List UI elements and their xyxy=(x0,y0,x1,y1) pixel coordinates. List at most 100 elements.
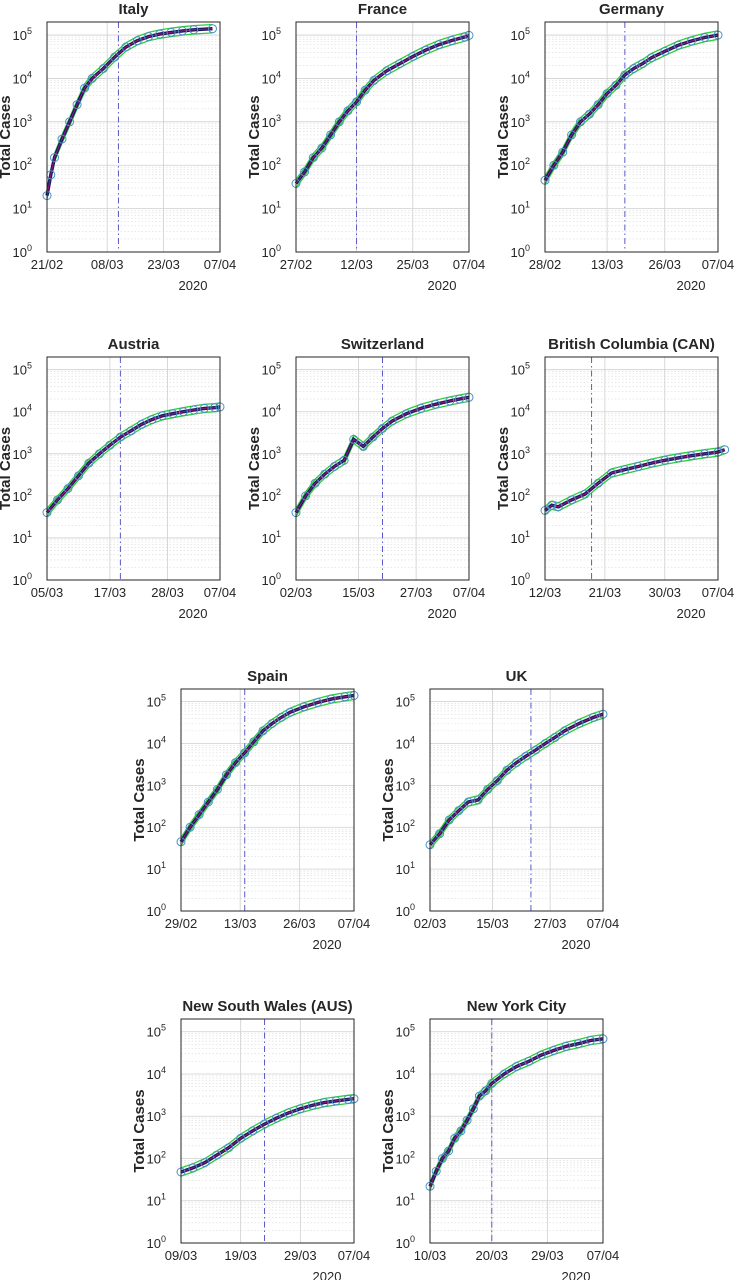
data-point xyxy=(87,73,97,83)
data-point xyxy=(147,415,157,425)
x-tick-label: 07/04 xyxy=(587,916,620,931)
data-point xyxy=(240,748,250,758)
ci-upper-line xyxy=(46,402,221,509)
data-point xyxy=(276,712,286,722)
fit-line xyxy=(428,712,604,846)
data-point xyxy=(260,1119,269,1129)
y-tick-label: 104 xyxy=(511,69,530,86)
data-point xyxy=(126,426,136,436)
x-tick-label: 07/04 xyxy=(453,585,486,600)
y-tick-label: 103 xyxy=(262,113,281,130)
x-tick-label: 07/04 xyxy=(453,257,486,272)
data-point xyxy=(558,147,568,157)
x-tick-label: 07/04 xyxy=(702,585,735,600)
data-point xyxy=(561,1041,571,1051)
x-tick-label: 21/03 xyxy=(589,585,622,600)
y-tick-label: 104 xyxy=(147,734,166,751)
ci-lower-line xyxy=(46,410,221,518)
x-tick-label: 10/03 xyxy=(414,1248,447,1263)
y-tick-label: 103 xyxy=(511,113,530,130)
fit-line xyxy=(428,1037,604,1187)
data-point xyxy=(194,810,204,820)
data-point xyxy=(378,424,387,433)
data-point xyxy=(620,465,630,475)
x-tick-label: 23/03 xyxy=(147,257,180,272)
data-point xyxy=(434,40,444,50)
data-point xyxy=(368,432,378,442)
data-point xyxy=(98,64,108,73)
x-tick-label: 26/03 xyxy=(283,916,316,931)
plot-frame xyxy=(544,21,719,253)
x-tick-label: 02/03 xyxy=(280,585,313,600)
chart-panel-6: 100 101 102 103 104 105 29/02 13/03 26/03 07/04 20… xyxy=(131,668,370,952)
data-point xyxy=(110,52,120,62)
y-tick-label: 101 xyxy=(13,200,32,217)
data-point xyxy=(611,80,621,90)
y-tick-label: 105 xyxy=(262,361,281,378)
data-point xyxy=(343,106,353,116)
data-point xyxy=(132,36,142,46)
data-point xyxy=(492,776,502,786)
y-tick-label: 103 xyxy=(13,113,32,130)
x-tick-label: 25/03 xyxy=(397,257,430,272)
fit-center-line xyxy=(429,713,604,846)
data-point xyxy=(63,484,73,493)
chart-title: France xyxy=(358,1,407,18)
chart-panel-3: 100 101 102 103 104 105 05/03 17/03 28/03 07/04 20… xyxy=(0,336,236,621)
fit-center-line xyxy=(429,1038,604,1187)
data-point xyxy=(445,396,455,406)
data-point xyxy=(463,797,473,807)
data-point xyxy=(474,1091,484,1101)
data-point xyxy=(331,1096,341,1106)
y-tick-label: 100 xyxy=(511,243,530,260)
plot-frame xyxy=(429,688,604,912)
data-point xyxy=(437,1154,447,1163)
y-tick-label: 100 xyxy=(147,902,166,919)
chart-title: New York City xyxy=(467,998,567,1015)
y-tick-label: 103 xyxy=(13,445,32,462)
data-point xyxy=(468,1104,478,1114)
y-tick-label: 104 xyxy=(396,734,415,751)
data-point xyxy=(208,24,217,34)
data-point xyxy=(481,1086,491,1096)
data-point xyxy=(607,468,616,478)
data-point xyxy=(349,434,359,444)
data-point xyxy=(673,40,683,50)
data-point xyxy=(155,29,165,39)
chart-panel-4: 100 101 102 103 104 105 02/03 15/03 27/03 07/04 20… xyxy=(246,336,485,621)
chart-title: UK xyxy=(506,668,528,685)
data-point xyxy=(588,712,598,722)
data-point xyxy=(329,462,339,471)
data-point xyxy=(454,394,464,404)
plot-frame xyxy=(544,356,719,581)
chart-panel-2: 100 101 102 103 104 105 28/02 13/03 26/03 07/04 20… xyxy=(495,1,734,293)
ci-lower-line xyxy=(429,717,604,850)
data-point xyxy=(360,85,370,95)
chart-panel-7: 100 101 102 103 104 105 02/03 15/03 27/03 07/04 20… xyxy=(380,668,619,952)
y-tick-label: 101 xyxy=(13,529,32,546)
data-point xyxy=(620,70,630,80)
data-point xyxy=(65,117,75,127)
data-point xyxy=(320,469,330,479)
data-point xyxy=(686,36,696,46)
x-tick-label: 27/03 xyxy=(400,585,433,600)
data-point xyxy=(402,409,411,419)
data-point xyxy=(549,1046,559,1055)
data-point xyxy=(203,797,213,807)
data-point xyxy=(157,411,167,421)
y-tick-label: 102 xyxy=(147,818,166,835)
data-point xyxy=(487,1078,497,1088)
y-tick-label: 103 xyxy=(262,445,281,462)
y-tick-label: 100 xyxy=(396,902,415,919)
data-point xyxy=(222,770,231,780)
data-point xyxy=(435,829,445,839)
y-tick-label: 102 xyxy=(511,487,530,504)
y-axis-label: Total Cases xyxy=(495,95,512,178)
data-point xyxy=(352,97,362,107)
x-tick-label: 27/02 xyxy=(280,257,313,272)
data-point xyxy=(574,719,584,728)
y-tick-label: 102 xyxy=(13,156,32,173)
data-point xyxy=(224,1143,234,1153)
y-axis-label: Total Cases xyxy=(131,1089,148,1172)
